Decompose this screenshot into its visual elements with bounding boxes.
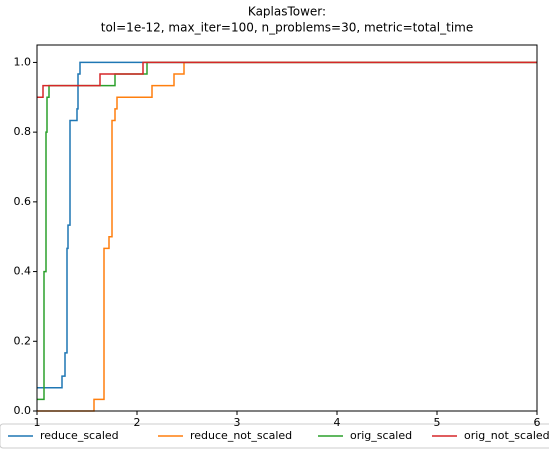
- legend-label: reduce_not_scaled: [190, 429, 292, 442]
- x-tick-label: 2: [134, 416, 141, 429]
- series-line: [37, 61, 537, 412]
- x-tick-label: 5: [434, 416, 441, 429]
- legend-label: orig_not_scaled: [464, 429, 549, 442]
- plot-frame: [36, 44, 538, 412]
- legend-label: orig_scaled: [350, 429, 412, 442]
- y-tick-label: 0.2: [14, 334, 32, 347]
- y-tick-label: 0.0: [14, 404, 32, 417]
- x-tick-label: 1: [34, 416, 41, 429]
- chart-title: KaplasTower:: [248, 5, 326, 19]
- y-tick-label: 1.0: [14, 55, 32, 68]
- series-line: [37, 61, 537, 99]
- y-tick-label: 0.4: [14, 265, 32, 278]
- x-tick-label: 6: [534, 416, 541, 429]
- x-tick-label: 4: [334, 416, 341, 429]
- x-tick-label: 3: [234, 416, 241, 429]
- y-tick-label: 0.6: [14, 195, 32, 208]
- series-line: [37, 61, 537, 389]
- y-tick-label: 0.8: [14, 125, 32, 138]
- legend-box: [0, 423, 549, 449]
- chart-subtitle: tol=1e-12, max_iter=100, n_problems=30, …: [101, 21, 473, 35]
- legend-label: reduce_scaled: [40, 429, 119, 442]
